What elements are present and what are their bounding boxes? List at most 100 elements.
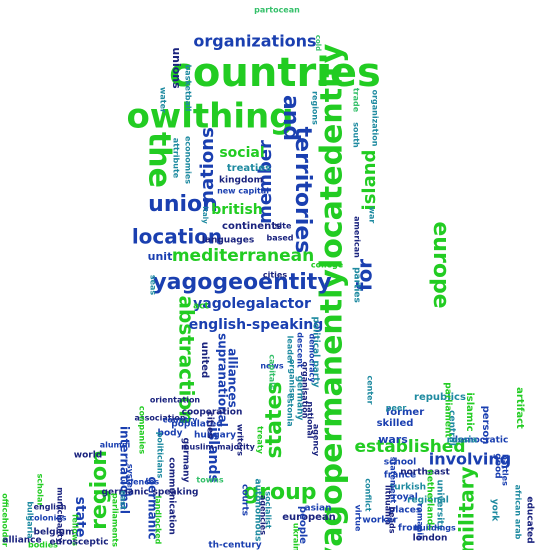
word: south bbox=[352, 122, 361, 148]
word: eurosceptic bbox=[49, 538, 108, 548]
word: capitals bbox=[268, 354, 277, 390]
word: peer bbox=[386, 404, 407, 413]
word: turkish bbox=[390, 483, 426, 493]
word: military bbox=[455, 466, 479, 550]
word: attribute bbox=[172, 138, 181, 179]
word: parties bbox=[352, 267, 362, 303]
word: organizations bbox=[193, 32, 316, 51]
word: politicians bbox=[156, 432, 165, 479]
word: nations bbox=[197, 127, 218, 203]
word: companies bbox=[138, 406, 147, 455]
word: partocean bbox=[254, 6, 300, 15]
word: hungary bbox=[194, 431, 236, 441]
word: bulgaria bbox=[26, 501, 35, 538]
word: yagogeoentity bbox=[152, 270, 331, 295]
word: cities bbox=[263, 271, 287, 280]
word: basketball bbox=[184, 65, 193, 112]
word: cooperation bbox=[182, 408, 243, 418]
word: former bbox=[386, 407, 424, 418]
word: russia bbox=[447, 436, 478, 446]
word: english-speaking bbox=[189, 317, 324, 333]
word: union bbox=[148, 192, 218, 217]
word: worker bbox=[362, 516, 398, 526]
word: writers bbox=[236, 424, 245, 456]
word: officeholder bbox=[1, 493, 10, 547]
word: trade bbox=[352, 88, 361, 113]
word: person bbox=[480, 406, 491, 445]
word: european bbox=[282, 512, 336, 523]
word: site bbox=[275, 222, 292, 231]
word: regions bbox=[311, 91, 320, 125]
word: asian bbox=[305, 504, 332, 514]
word: and bbox=[278, 95, 303, 141]
word: battles bbox=[501, 454, 510, 486]
word: scholar bbox=[36, 474, 45, 507]
word: autonomous bbox=[253, 479, 263, 542]
word: wars bbox=[378, 433, 408, 446]
word: statement bbox=[389, 457, 398, 504]
word: countries bbox=[169, 50, 381, 96]
word: agency bbox=[312, 424, 321, 457]
word: descent bbox=[296, 332, 305, 368]
word: supranational bbox=[216, 333, 230, 427]
word: owlthing bbox=[126, 97, 293, 137]
word: international bbox=[118, 426, 132, 514]
word: islands bbox=[205, 427, 221, 483]
word: economies bbox=[184, 136, 193, 184]
word: republics bbox=[414, 392, 466, 403]
word: alliance bbox=[2, 536, 41, 546]
word: germanic-speaking bbox=[102, 488, 199, 498]
word: orientation bbox=[150, 396, 201, 405]
word: the bbox=[142, 132, 177, 188]
word: europe bbox=[428, 221, 453, 308]
word: based bbox=[266, 234, 293, 243]
word: th-century bbox=[208, 541, 261, 550]
word: organisation bbox=[301, 362, 310, 419]
word: territories bbox=[290, 127, 315, 254]
word: lithuania bbox=[384, 485, 393, 525]
word: places bbox=[389, 506, 421, 516]
word: northeast bbox=[400, 468, 450, 478]
word: member bbox=[255, 140, 276, 224]
word: region bbox=[87, 450, 112, 530]
word: water bbox=[159, 87, 168, 113]
word: landlocked bbox=[154, 496, 163, 545]
word: from bbox=[398, 524, 422, 534]
word: alumni bbox=[100, 441, 131, 450]
word: parliaments bbox=[111, 493, 120, 547]
word: languages bbox=[202, 236, 254, 246]
word: unit bbox=[148, 250, 173, 263]
word: muslim-majority bbox=[181, 443, 255, 452]
word: netherlands bbox=[425, 469, 435, 530]
word: treaty bbox=[256, 426, 265, 454]
word: courts bbox=[240, 484, 250, 516]
word: cold bbox=[314, 35, 322, 51]
word: organization bbox=[371, 90, 380, 147]
word: bodies bbox=[28, 541, 58, 550]
word: united bbox=[199, 342, 210, 378]
word: good bbox=[493, 453, 503, 478]
word: organism bbox=[288, 359, 297, 401]
word: african arab bbox=[514, 485, 523, 540]
word: italy bbox=[201, 206, 209, 224]
word: france bbox=[384, 471, 416, 481]
word: east bbox=[119, 490, 128, 510]
word: parliament bbox=[443, 382, 453, 438]
word: london bbox=[413, 534, 448, 544]
word: college bbox=[311, 261, 344, 270]
word: system bbox=[126, 464, 135, 496]
word: country bbox=[163, 416, 198, 425]
word: kingdom bbox=[219, 176, 263, 186]
word: group bbox=[243, 480, 316, 505]
word: american bbox=[353, 216, 362, 258]
word: island bbox=[359, 150, 380, 211]
word: people bbox=[297, 506, 308, 544]
word: ukraine bbox=[292, 523, 301, 550]
word: war bbox=[368, 207, 377, 224]
word: germanic bbox=[146, 476, 160, 539]
word: populated bbox=[171, 420, 222, 430]
word: democratic bbox=[452, 436, 509, 446]
word: for bbox=[353, 259, 377, 291]
